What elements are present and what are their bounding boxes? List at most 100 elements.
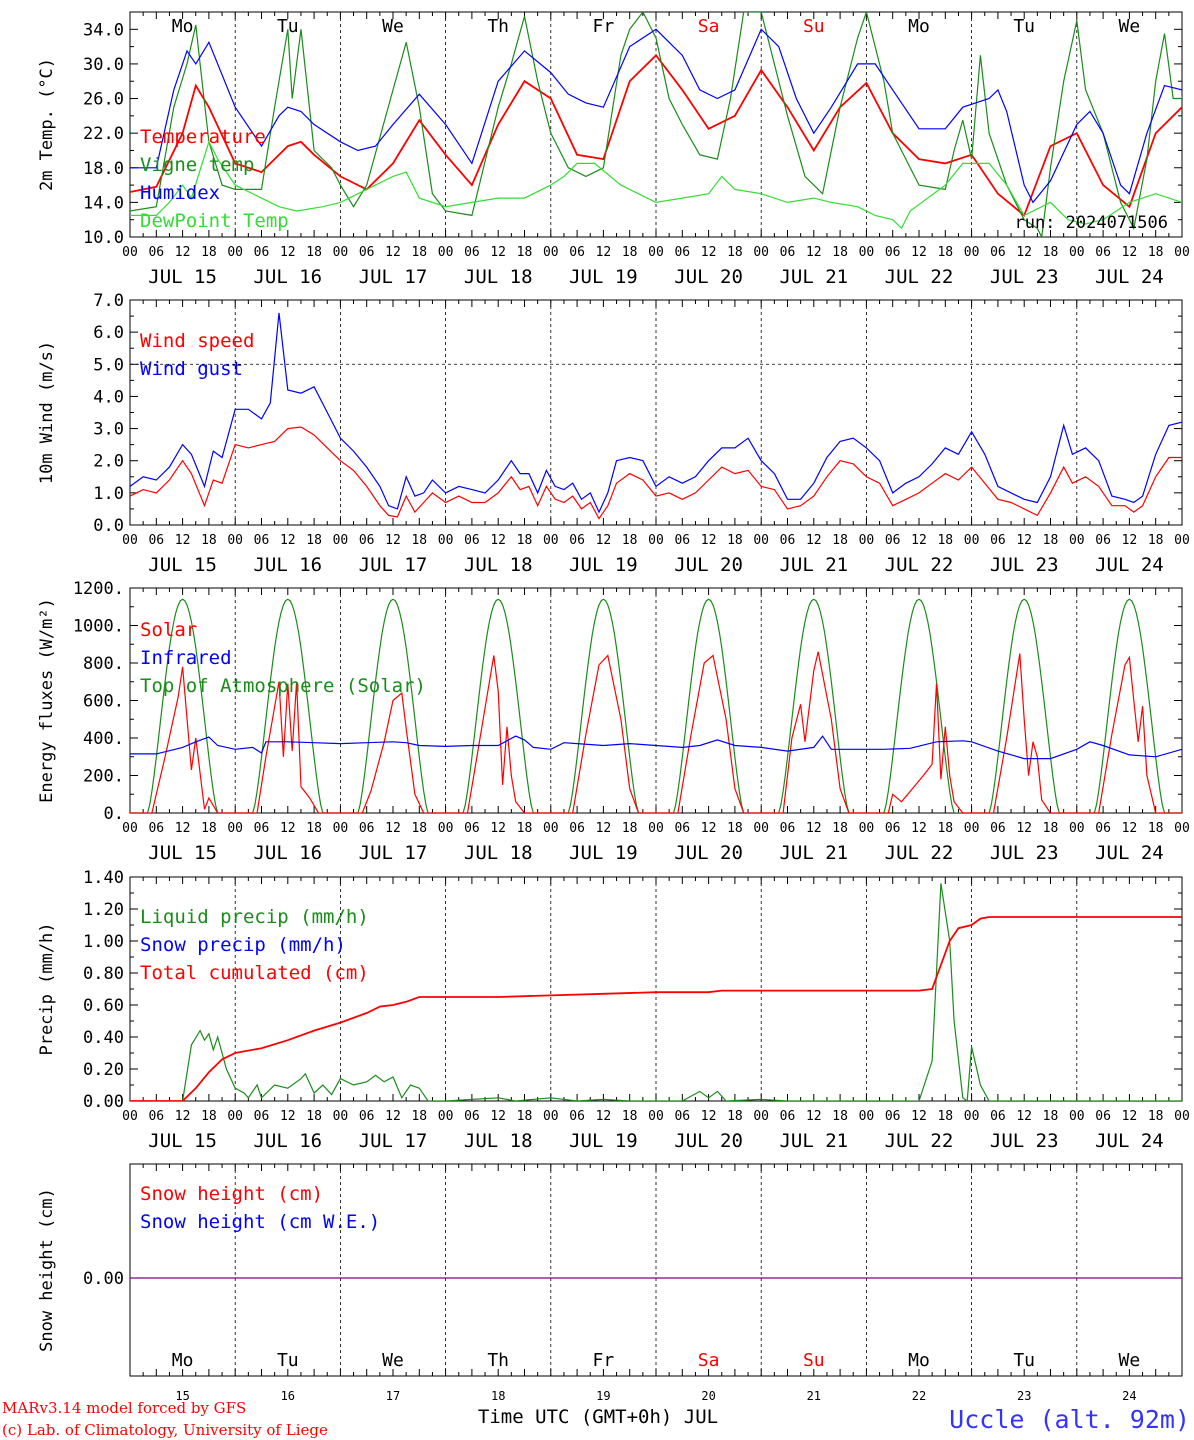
x-hour-label: 12 — [1016, 821, 1032, 836]
y-axis-title: Energy fluxes (W/m²) — [37, 598, 57, 803]
weekday-label: We — [1119, 1350, 1141, 1371]
x-hour-label: 00 — [859, 533, 875, 548]
x-hour-label: 12 — [175, 1109, 191, 1124]
x-hour-label: 06 — [1095, 821, 1111, 836]
x-day-label: JUL 19 — [569, 266, 638, 288]
x-hour-label: 00 — [859, 245, 875, 260]
x-hour-label: 18 — [832, 1109, 848, 1124]
x-day-number: 23 — [1017, 1389, 1031, 1403]
x-hour-label: 18 — [937, 533, 953, 548]
x-day-label: JUL 24 — [1095, 842, 1164, 864]
x-hour-label: 12 — [911, 821, 927, 836]
x-hour-label: 06 — [359, 821, 375, 836]
x-day-label: JUL 24 — [1095, 1130, 1164, 1152]
x-hour-label: 00 — [122, 1109, 138, 1124]
y-tick-label: 0.0 — [93, 516, 124, 536]
series-group — [130, 12, 1182, 237]
weekday-label: Fr — [593, 1350, 615, 1371]
series-line-dewpoint-temp — [130, 140, 1182, 230]
x-hour-label: 18 — [937, 1109, 953, 1124]
x-day-number: 15 — [175, 1389, 189, 1403]
series-line-wind-speed — [130, 426, 1182, 520]
x-hour-label: 18 — [1148, 1109, 1164, 1124]
x-hour-label: 12 — [280, 1109, 296, 1124]
legend-entry: Humidex — [140, 182, 220, 204]
x-day-label: JUL 23 — [990, 842, 1059, 864]
x-hour-label: 18 — [517, 533, 533, 548]
x-hour-label: 06 — [464, 821, 480, 836]
x-hour-label: 18 — [937, 821, 953, 836]
x-day-label: JUL 15 — [148, 266, 217, 288]
x-day-label: JUL 20 — [674, 842, 743, 864]
x-day-number: 22 — [912, 1389, 926, 1403]
x-hour-label: 00 — [1069, 821, 1085, 836]
legend-entry: Wind gust — [140, 358, 243, 380]
x-hour-label: 00 — [227, 1109, 243, 1124]
x-hour-label: 12 — [385, 821, 401, 836]
weekday-label: Mo — [908, 16, 930, 37]
x-hour-label: 12 — [1016, 245, 1032, 260]
x-hour-label: 00 — [1174, 245, 1190, 260]
x-day-label: JUL 21 — [779, 1130, 848, 1152]
x-hour-label: 12 — [806, 1109, 822, 1124]
x-day-number: 19 — [596, 1389, 610, 1403]
x-hour-label: 06 — [569, 245, 585, 260]
x-hour-label: 06 — [674, 821, 690, 836]
x-hour-label: 06 — [885, 821, 901, 836]
x-day-label: JUL 21 — [779, 266, 848, 288]
y-tick-label: 3.0 — [93, 420, 124, 440]
x-hour-label: 06 — [780, 1109, 796, 1124]
x-day-label: JUL 19 — [569, 1130, 638, 1152]
series-group — [130, 312, 1182, 520]
legend-entry: Vigne temp — [140, 154, 254, 176]
x-hour-label: 00 — [333, 533, 349, 548]
x-hour-label: 12 — [1122, 533, 1138, 548]
legend-entry: Liquid precip (mm/h) — [140, 906, 369, 928]
x-hour-label: 00 — [859, 1109, 875, 1124]
y-tick-label: 26.0 — [83, 90, 124, 110]
y-tick-label: 5.0 — [93, 355, 124, 375]
x-hour-label: 00 — [227, 533, 243, 548]
x-hour-label: 18 — [411, 1109, 427, 1124]
y-tick-label: 1.00 — [83, 932, 124, 952]
x-hour-label: 00 — [753, 821, 769, 836]
series-line-infrared — [130, 735, 1182, 760]
x-hour-label: 06 — [780, 533, 796, 548]
y-tick-label: 0. — [104, 804, 124, 824]
x-day-number: 24 — [1122, 1389, 1136, 1403]
x-hour-label: 00 — [227, 245, 243, 260]
x-hour-label: 12 — [385, 533, 401, 548]
x-hour-label: 00 — [753, 533, 769, 548]
x-hour-label: 18 — [1043, 245, 1059, 260]
x-hour-label: 12 — [490, 1109, 506, 1124]
x-day-label: JUL 18 — [464, 266, 533, 288]
x-hour-label: 18 — [306, 1109, 322, 1124]
series-group — [130, 598, 1182, 813]
x-day-label: JUL 16 — [253, 1130, 322, 1152]
x-hour-label: 06 — [885, 533, 901, 548]
y-tick-label: 0.80 — [83, 964, 124, 984]
chart-panels: 10.0 14.0 18.0 22.0 26.0 30.0 34.0 2m Temp. (°C… — [37, 11, 1190, 1403]
x-hour-label: 00 — [753, 245, 769, 260]
x-hour-label: 18 — [727, 1109, 743, 1124]
x-hour-label: 06 — [464, 245, 480, 260]
plot-frame — [129, 587, 1183, 814]
x-day-label: JUL 15 — [148, 554, 217, 576]
x-hour-label: 00 — [333, 821, 349, 836]
x-hour-label: 06 — [990, 1109, 1006, 1124]
weekday-label: Th — [487, 16, 509, 37]
x-hour-label: 18 — [1043, 821, 1059, 836]
x-day-label: JUL 22 — [885, 842, 954, 864]
x-hour-label: 00 — [227, 821, 243, 836]
y-tick-label: 0.20 — [83, 1060, 124, 1080]
x-hour-label: 06 — [674, 1109, 690, 1124]
x-day-label: JUL 24 — [1095, 554, 1164, 576]
x-hour-label: 00 — [1174, 1109, 1190, 1124]
y-axis-title: Snow height (cm) — [37, 1188, 57, 1352]
series-line-total-cumulated-cm — [130, 916, 1182, 1101]
x-day-label: JUL 20 — [674, 1130, 743, 1152]
y-tick-label: 6.0 — [93, 323, 124, 343]
x-hour-label: 12 — [911, 1109, 927, 1124]
x-hour-label: 12 — [806, 533, 822, 548]
x-day-label: JUL 19 — [569, 554, 638, 576]
